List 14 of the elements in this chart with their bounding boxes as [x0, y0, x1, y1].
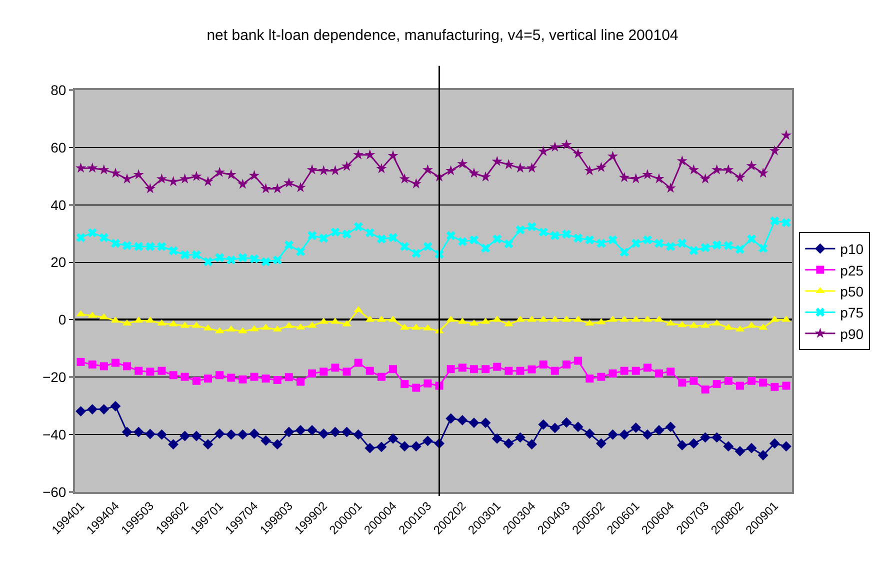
y-tick-label: 0 [58, 312, 66, 328]
y-tick-label: −60 [42, 484, 66, 500]
y-tick-label: 80 [50, 82, 66, 98]
y-tick-label: −20 [42, 369, 66, 386]
legend-label: p25 [840, 262, 864, 278]
legend-label: p50 [840, 283, 864, 300]
y-tick-label: 60 [50, 139, 66, 156]
legend-label: p75 [840, 304, 864, 321]
y-tick-label: 40 [50, 196, 66, 213]
y-tick-label: 20 [50, 254, 66, 270]
chart-title: net bank lt-loan dependence, manufacturing, v4=5, vertical line 200104 [206, 26, 678, 44]
legend-label: p90 [840, 326, 864, 342]
legend-label: p10 [840, 241, 864, 258]
y-tick-label: −40 [42, 426, 66, 442]
